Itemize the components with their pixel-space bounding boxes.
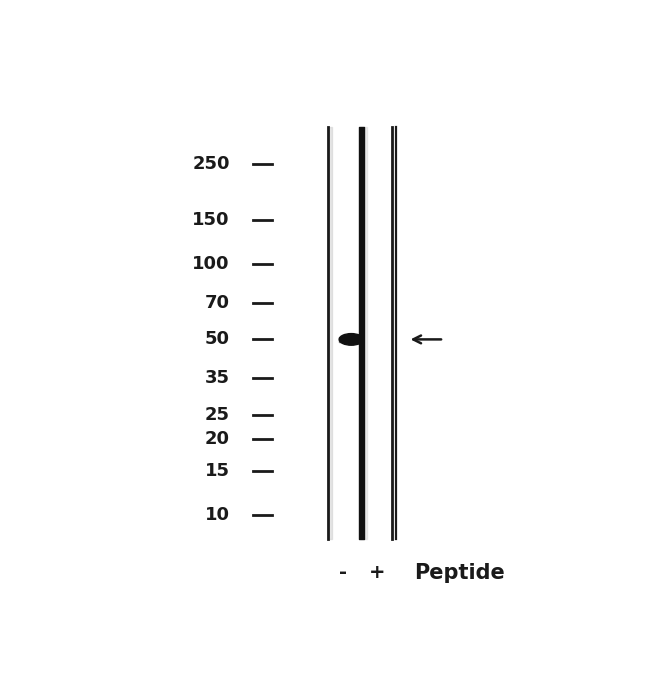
Text: 35: 35 — [205, 369, 230, 388]
Text: Peptide: Peptide — [414, 563, 504, 582]
Text: 20: 20 — [205, 430, 230, 449]
Text: -: - — [339, 563, 347, 582]
Ellipse shape — [339, 333, 363, 345]
Text: 250: 250 — [192, 155, 230, 173]
Text: 10: 10 — [205, 506, 230, 524]
Text: 70: 70 — [205, 294, 230, 311]
Text: 150: 150 — [192, 211, 230, 228]
Text: 50: 50 — [205, 331, 230, 348]
Text: +: + — [369, 563, 385, 582]
Text: 25: 25 — [205, 406, 230, 424]
Text: 100: 100 — [192, 255, 230, 273]
Text: 15: 15 — [205, 462, 230, 480]
